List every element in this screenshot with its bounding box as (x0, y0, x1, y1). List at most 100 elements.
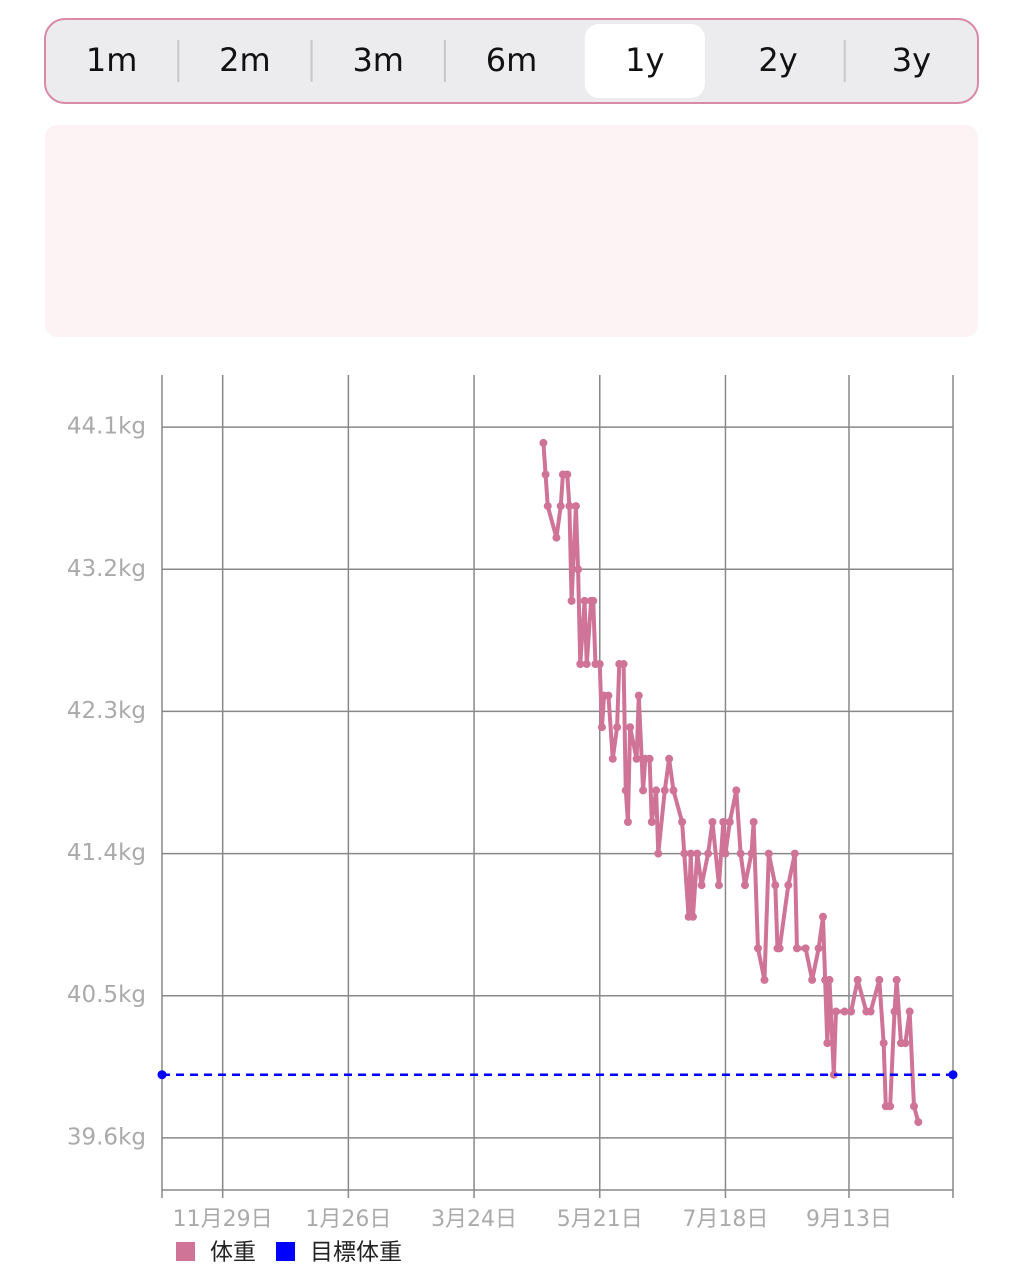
data-point (831, 1007, 840, 1016)
data-point (901, 1039, 910, 1048)
data-point (539, 438, 548, 447)
data-point (847, 1007, 856, 1016)
data-point (721, 849, 730, 858)
data-point (688, 912, 697, 921)
data-point (771, 881, 780, 890)
data-point (825, 975, 834, 984)
data-point (890, 1007, 899, 1016)
tab[interactable]: 2m (219, 41, 271, 79)
data-point (753, 944, 762, 953)
data-point (567, 596, 576, 605)
data-point (619, 660, 628, 669)
data-point (892, 975, 901, 984)
data-point (790, 849, 799, 858)
data-point (801, 944, 810, 953)
tab[interactable]: 3m (352, 41, 404, 79)
data-point (626, 723, 635, 732)
data-point (693, 849, 702, 858)
data-point (823, 1039, 832, 1048)
data-point (875, 975, 884, 984)
tab[interactable]: 6m (486, 41, 538, 79)
data-point (660, 786, 669, 795)
selected-tab-bg (584, 24, 705, 98)
data-point (792, 944, 801, 953)
data-point (866, 1007, 875, 1016)
x-tick-label: 5月21日 (557, 1207, 643, 1232)
y-tick-label: 43.2kg (67, 556, 146, 582)
data-point (623, 817, 632, 826)
data-point (634, 691, 643, 700)
data-point (909, 1102, 918, 1111)
data-point (784, 881, 793, 890)
data-point (645, 754, 654, 763)
legend-label: 体重 (210, 1240, 256, 1266)
data-point (948, 1070, 958, 1080)
data-point (775, 944, 784, 953)
data-point (582, 660, 591, 669)
data-point (808, 975, 817, 984)
data-point (597, 723, 606, 732)
data-point (541, 470, 550, 479)
data-point (714, 881, 723, 890)
x-tick-label: 3月24日 (431, 1207, 517, 1232)
data-point (576, 660, 585, 669)
legend-swatch (276, 1242, 295, 1261)
data-point (654, 849, 663, 858)
y-tick-label: 40.5kg (67, 982, 146, 1008)
tab[interactable]: 1m (86, 41, 138, 79)
data-point (665, 754, 674, 763)
data-point (632, 754, 641, 763)
data-point (652, 786, 661, 795)
legend-swatch (176, 1242, 195, 1261)
y-tick-label: 42.3kg (67, 698, 146, 724)
data-point (853, 975, 862, 984)
tab[interactable]: 3y (892, 41, 931, 79)
data-point (571, 502, 580, 511)
data-point (760, 975, 769, 984)
data-point (914, 1118, 923, 1127)
data-point (749, 817, 758, 826)
data-point (669, 786, 678, 795)
data-point (736, 849, 745, 858)
legend-label: 目標体重 (310, 1240, 402, 1266)
x-tick-label: 1月26日 (305, 1207, 391, 1232)
data-point (543, 502, 552, 511)
data-point (840, 1007, 849, 1016)
data-point (574, 565, 583, 574)
data-point (764, 849, 773, 858)
y-tick-label: 39.6kg (67, 1124, 146, 1150)
data-point (818, 912, 827, 921)
data-point (708, 817, 717, 826)
x-tick-label: 7月18日 (682, 1207, 768, 1232)
data-point (563, 470, 572, 479)
y-tick-label: 41.4kg (67, 840, 146, 866)
data-point (604, 691, 613, 700)
data-point (697, 881, 706, 890)
data-point (886, 1102, 895, 1111)
data-point (905, 1007, 914, 1016)
data-point (879, 1039, 888, 1048)
tab[interactable]: 1y (625, 41, 664, 79)
data-point (552, 533, 561, 542)
data-point (747, 849, 756, 858)
tab[interactable]: 2y (758, 41, 797, 79)
y-tick-label: 44.1kg (67, 414, 146, 440)
data-point (639, 786, 648, 795)
data-point (725, 817, 734, 826)
data-point (732, 786, 741, 795)
data-point (589, 596, 598, 605)
data-point (704, 849, 713, 858)
data-point (680, 849, 689, 858)
segmented-control (44, 18, 979, 104)
data-point (621, 786, 630, 795)
data-point (678, 817, 687, 826)
data-point (580, 596, 589, 605)
data-point (647, 817, 656, 826)
data-point (829, 1070, 838, 1079)
data-point (608, 754, 617, 763)
data-point (565, 502, 574, 511)
data-point (595, 660, 604, 669)
x-tick-label: 9月13日 (806, 1207, 892, 1232)
